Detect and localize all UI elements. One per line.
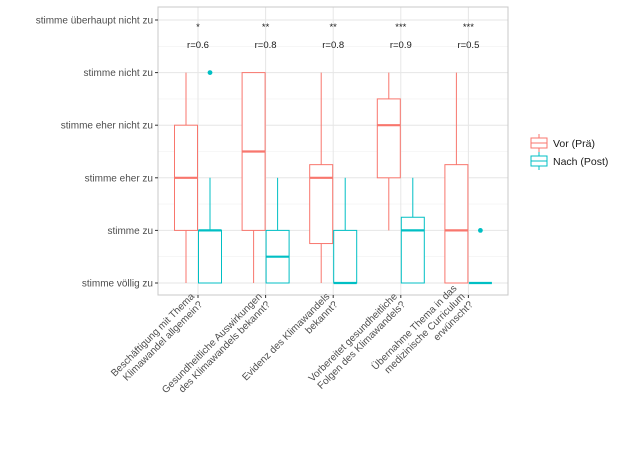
significance-label: **	[329, 22, 337, 33]
effect-size-label: r=0.5	[457, 40, 479, 51]
iqr-box	[444, 164, 469, 284]
boxes	[174, 70, 492, 285]
box-vor-5	[444, 72, 469, 284]
outlier-point	[207, 70, 213, 75]
box-nach-5	[468, 228, 492, 285]
iqr-box	[400, 216, 425, 284]
legend-label: Nach (Post)	[553, 156, 608, 168]
effect-size-label: r=0.8	[322, 40, 344, 51]
iqr-box	[376, 98, 401, 179]
box-vor-1	[174, 72, 198, 283]
y-tick-label: stimme überhaupt nicht zu	[36, 16, 153, 27]
box-nach-3	[333, 177, 358, 285]
box-nach-4	[400, 177, 425, 284]
legend: Vor (Prä) Nach (Post)	[530, 134, 608, 170]
significance-label: ***	[463, 22, 474, 33]
significance-label: **	[262, 22, 270, 33]
legend-item: Vor (Prä)	[530, 134, 595, 152]
y-tick-label: stimme eher nicht zu	[61, 121, 153, 132]
box-vor-2	[241, 72, 266, 283]
annotations: * r=0.6 ** r=0.8 ** r=0.8 *** r=0.9 *** r=0.5	[187, 22, 479, 51]
iqr-box	[333, 229, 358, 284]
iqr-box	[198, 229, 222, 284]
y-tick-label: stimme nicht zu	[84, 68, 153, 79]
legend-label: Vor (Prä)	[553, 138, 595, 150]
legend-item: Nach (Post)	[530, 152, 608, 170]
significance-label: *	[196, 22, 200, 33]
iqr-box	[309, 164, 334, 245]
y-tick-label: stimme völlig zu	[82, 279, 153, 290]
box-nach-2	[265, 177, 290, 284]
effect-size-label: r=0.8	[255, 40, 277, 51]
y-tick-label: stimme eher zu	[85, 173, 153, 184]
y-tick-label: stimme zu	[107, 226, 153, 237]
box-vor-4	[376, 72, 401, 231]
outlier-point	[478, 228, 483, 233]
box-nach-1	[198, 70, 222, 284]
box-vor-3	[309, 72, 334, 283]
effect-size-label: r=0.6	[187, 40, 209, 51]
significance-label: ***	[395, 22, 406, 33]
effect-size-label: r=0.9	[390, 40, 412, 51]
